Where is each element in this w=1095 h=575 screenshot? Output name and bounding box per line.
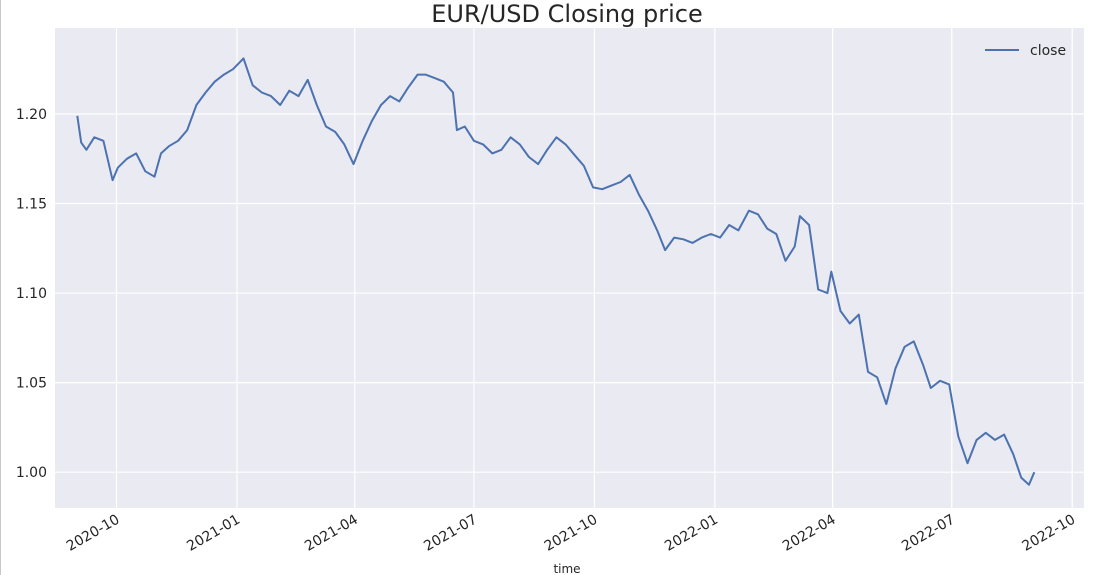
x-tick-label: 2021-10: [542, 512, 601, 555]
y-tick-label: 1.00: [16, 465, 47, 481]
y-tick-label: 1.05: [16, 376, 47, 392]
y-axis: 1.00 1.05 1.10 1.15 1.20: [16, 107, 47, 481]
x-tick-label: 2022-04: [780, 512, 839, 555]
x-axis-title: time: [553, 562, 580, 575]
window-left-edge: [0, 0, 1, 575]
x-tick-label: 2021-01: [184, 512, 243, 555]
legend-label-close: close: [1030, 43, 1066, 59]
grid: [55, 28, 1084, 508]
x-tick-label: 2021-07: [421, 512, 480, 555]
x-tick-label: 2020-10: [64, 512, 123, 555]
x-tick-label: 2021-04: [302, 512, 361, 555]
x-tick-label: 2022-10: [1020, 512, 1079, 555]
legend: close: [985, 43, 1066, 59]
x-tick-label: 2022-07: [899, 512, 958, 555]
x-axis: 2020-10 2021-01 2021-04 2021-07 2021-10 2022-…: [64, 512, 1078, 555]
series-line-close: [76, 57, 1036, 486]
x-tick-label: 2022-01: [662, 512, 721, 555]
y-tick-label: 1.10: [16, 286, 47, 302]
y-tick-label: 1.20: [16, 107, 47, 123]
plot-area: [55, 28, 1084, 508]
chart-title: EUR/USD Closing price: [431, 0, 703, 28]
y-tick-label: 1.15: [16, 197, 47, 213]
series-layer: [76, 57, 1036, 486]
